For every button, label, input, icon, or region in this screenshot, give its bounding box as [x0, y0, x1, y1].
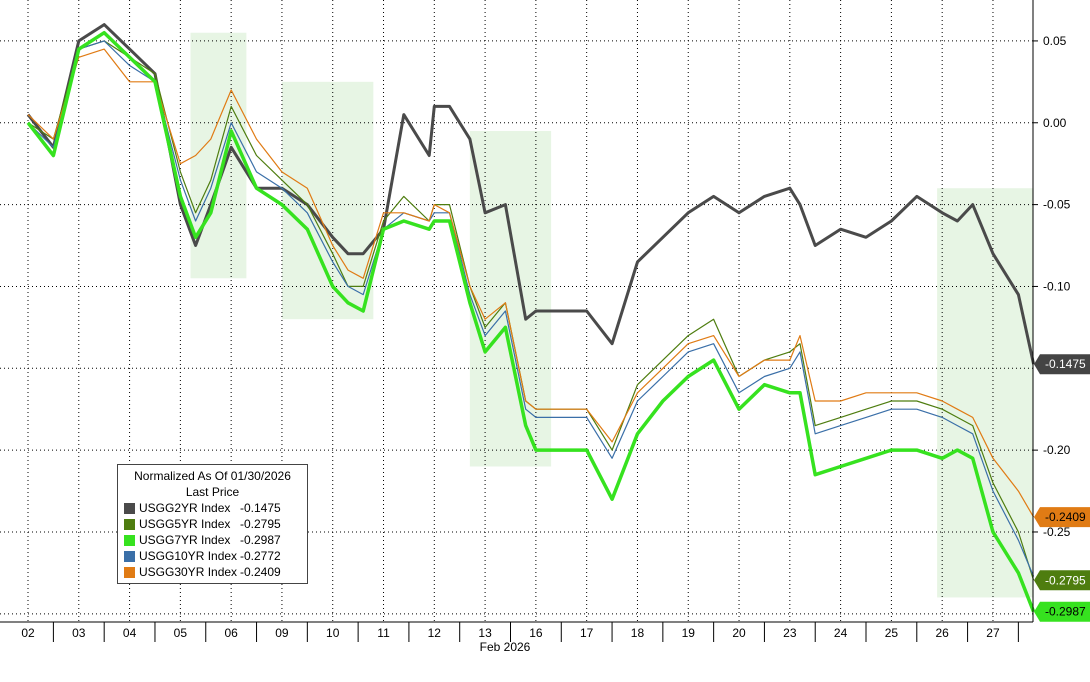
last-value-labels: -0.1475 -0.2409 -0.2795 -0.2987 [1034, 354, 1090, 622]
last-value-text: -0.1475 [1045, 357, 1086, 371]
shaded-region [469, 130, 552, 467]
legend-title: Normalized As Of 01/30/2026 [134, 469, 291, 483]
x-tick-label: 03 [72, 626, 86, 640]
legend-series-value: -0.2772 [240, 549, 281, 563]
x-tick-label: 24 [834, 626, 848, 640]
x-axis-label: Feb 2026 [480, 640, 531, 654]
legend-subtitle: Last Price [185, 485, 240, 499]
last-value-text: -0.2409 [1045, 510, 1086, 524]
y-tick-label: 0.05 [1043, 34, 1067, 48]
x-tick-label: 12 [428, 626, 442, 640]
legend-series-value: -0.2409 [240, 565, 281, 579]
legend-entry: USGG7YR Index -0.2987 [124, 532, 301, 548]
x-tick-label: 23 [783, 626, 797, 640]
shaded-regions [190, 32, 1034, 598]
last-value-text: -0.2795 [1045, 573, 1086, 587]
legend-swatch [124, 502, 135, 514]
axes [0, 0, 1034, 623]
legend-entry: USGG10YR Index -0.2772 [124, 548, 301, 564]
y-tick-label: -0.25 [1043, 525, 1071, 539]
x-tick-label: 04 [123, 626, 137, 640]
x-tick-label: 18 [631, 626, 645, 640]
x-tick-label: 11 [377, 626, 390, 640]
x-tick-label: 19 [682, 626, 696, 640]
x-tick-label: 20 [732, 626, 746, 640]
y-tick-label: 0.00 [1043, 116, 1067, 130]
legend-series-name: USGG5YR Index [139, 517, 231, 531]
x-tick-label: 06 [224, 626, 238, 640]
legend-series-name: USGG10YR Index [139, 549, 238, 563]
x-axis-ticks: 02 03 04 05 06 09 10 11 12 13 16 17 18 19 20 23 24 25 26 27 [21, 622, 1019, 642]
y-axis-ticks: 0.05 0.00 -0.05 -0.10 -0.20 -0.25 [1033, 34, 1071, 539]
legend-series-value: -0.1475 [240, 501, 281, 515]
x-tick-label: 17 [580, 626, 594, 640]
series-line [26, 23, 1036, 365]
last-value-tag [1034, 601, 1090, 622]
y-tick-label: -0.05 [1043, 198, 1071, 212]
y-tick-label: -0.10 [1043, 279, 1071, 293]
legend-series-name: USGG2YR Index [139, 501, 231, 515]
shaded-region [281, 81, 374, 320]
legend-swatch [124, 518, 135, 530]
x-tick-label: 26 [936, 626, 950, 640]
legend-entries: USGG2YR Index -0.1475 USGG5YR Index -0.2795… [124, 500, 301, 580]
last-value-tag [1034, 507, 1090, 528]
x-tick-label: 05 [174, 626, 188, 640]
last-value-label: -0.2987 [1034, 601, 1090, 622]
series-line [27, 48, 1035, 518]
legend-swatch [124, 534, 135, 546]
x-tick-label: 02 [21, 626, 35, 640]
legend-swatch [124, 566, 135, 578]
series-line [27, 40, 1035, 577]
x-tick-label: 25 [885, 626, 899, 640]
x-tick-label: 13 [478, 626, 492, 640]
legend-swatch [124, 550, 135, 562]
x-tick-label: 09 [275, 626, 289, 640]
last-value-label: -0.2409 [1034, 507, 1090, 528]
y-tick-label: -0.20 [1043, 443, 1071, 457]
last-value-text: -0.2987 [1045, 605, 1086, 619]
series-lines [26, 23, 1036, 613]
legend-entry: USGG5YR Index -0.2795 [124, 516, 301, 532]
legend: Normalized As Of 01/30/2026 Last Price U… [117, 464, 308, 584]
legend-series-value: -0.2795 [240, 517, 281, 531]
series-line [26, 30, 1036, 613]
legend-entry: USGG30YR Index -0.2409 [124, 564, 301, 580]
legend-series-value: -0.2987 [240, 533, 281, 547]
x-tick-label: 10 [326, 626, 340, 640]
legend-series-name: USGG7YR Index [139, 533, 231, 547]
x-tick-label: 16 [529, 626, 543, 640]
x-tick-label: 27 [986, 626, 1000, 640]
last-value-tag [1034, 354, 1090, 375]
legend-entry: USGG2YR Index -0.1475 [124, 500, 301, 516]
legend-series-name: USGG30YR Index [139, 565, 238, 579]
last-value-label: -0.1475 [1034, 354, 1090, 375]
last-value-label: -0.2795 [1034, 570, 1090, 591]
last-value-tag [1034, 570, 1090, 591]
